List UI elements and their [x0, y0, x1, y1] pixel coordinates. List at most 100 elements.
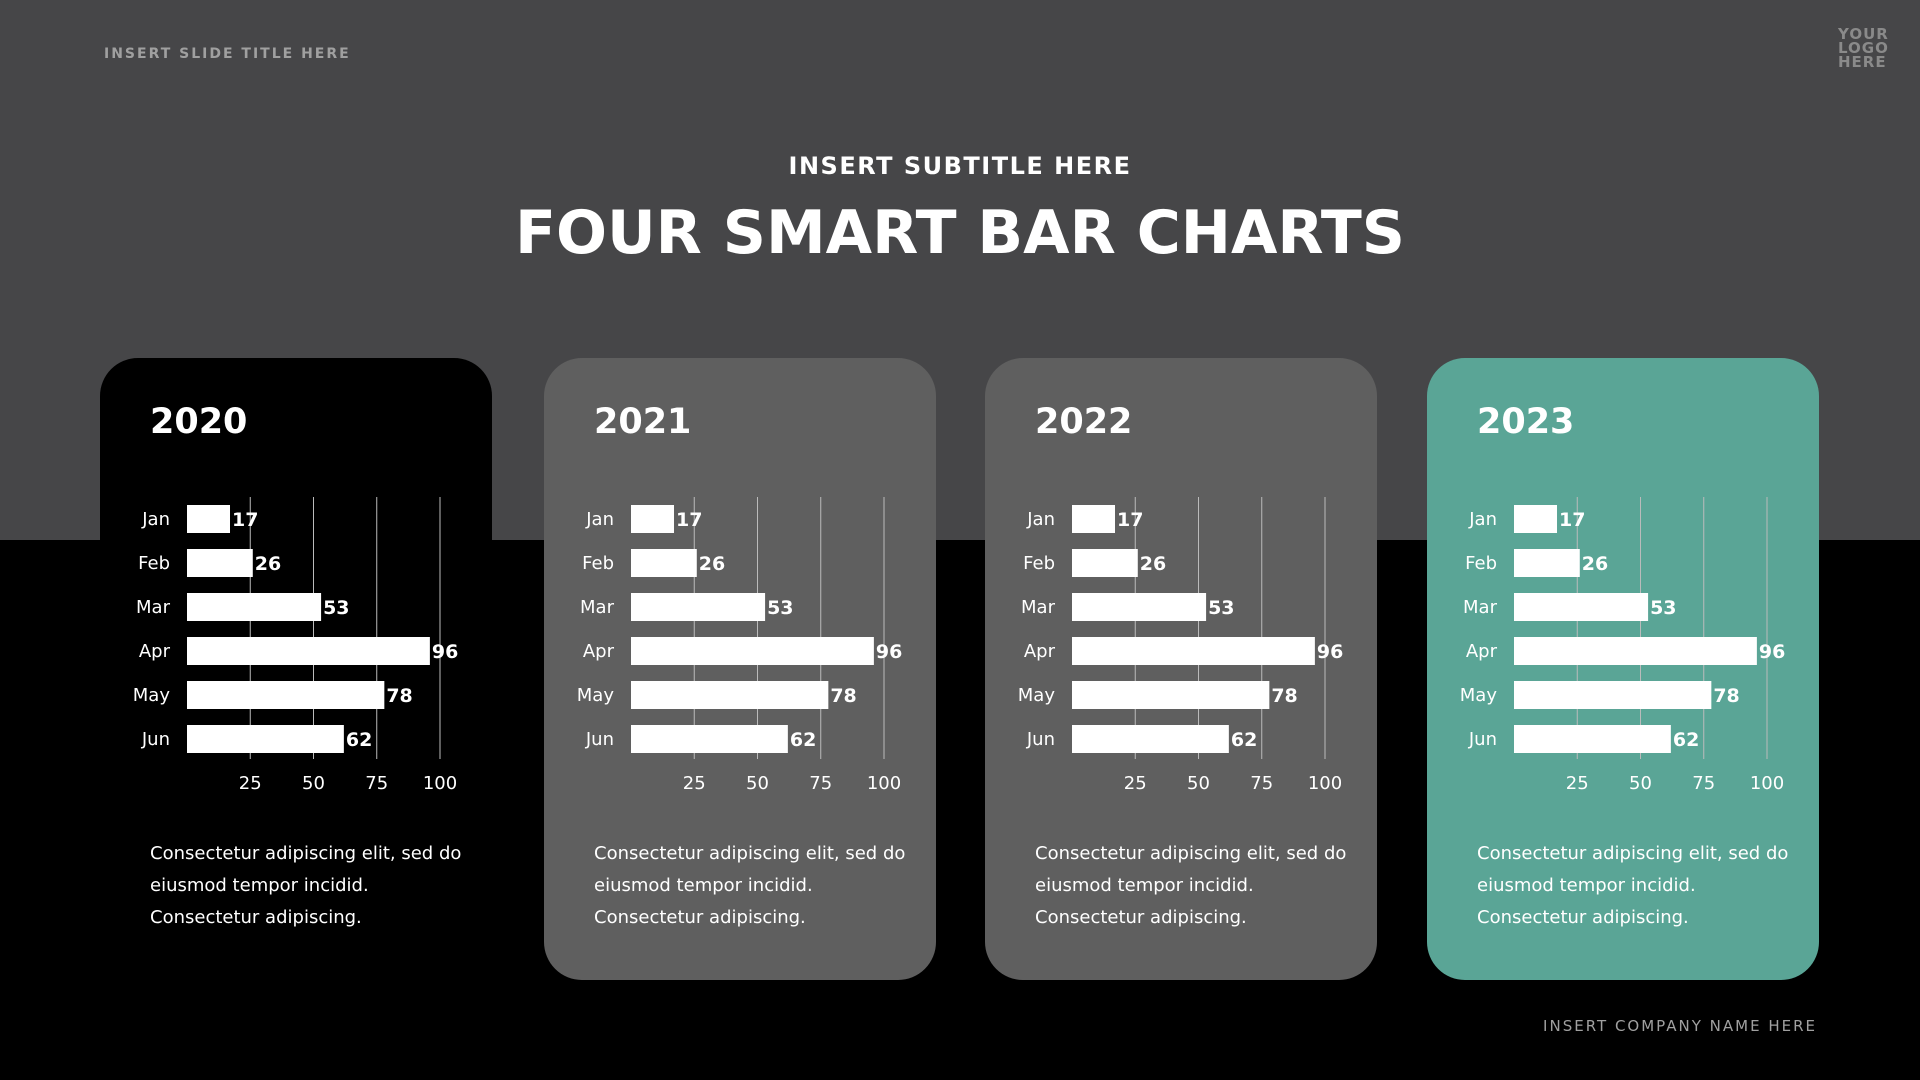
category-label: Apr: [1466, 641, 1498, 662]
bar: [631, 681, 829, 709]
category-label: Feb: [1023, 553, 1055, 574]
category-label: Apr: [1024, 641, 1056, 662]
card-description: Consectetur adipiscing elit, sed do eius…: [150, 843, 462, 928]
category-label: Apr: [583, 641, 615, 662]
bar: [1514, 505, 1558, 533]
bar: [1072, 593, 1207, 621]
page-title: FOUR SMART BAR CHARTS: [514, 198, 1406, 268]
x-tick-label: 100: [1750, 773, 1784, 794]
chart-card-2021: 2021 25 50 75 100 Jan 17 Feb 26 Mar 53 Apr 96 May 78 J…: [544, 358, 936, 980]
x-tick-label: 50: [1187, 773, 1210, 794]
category-label: Jun: [1026, 729, 1055, 750]
data-label: 17: [232, 509, 258, 531]
bar: [1072, 681, 1270, 709]
x-tick-label: 100: [867, 773, 901, 794]
bar: [1514, 549, 1580, 577]
category-label: May: [577, 685, 615, 706]
bar-chart: 25 50 75 100 Jan 17 Feb 26 Mar 53 Apr 96 May 78 Jun 62: [133, 497, 458, 794]
bar: [1514, 681, 1712, 709]
bar: [1514, 637, 1757, 665]
x-tick-label: 25: [1566, 773, 1589, 794]
category-label: May: [133, 685, 171, 706]
x-tick-label: 25: [683, 773, 706, 794]
bar: [187, 549, 253, 577]
data-label: 53: [1650, 597, 1676, 619]
data-label: 17: [1559, 509, 1585, 531]
data-label: 62: [346, 729, 372, 751]
bar: [1072, 505, 1116, 533]
data-label: 78: [386, 685, 412, 707]
data-label: 17: [676, 509, 702, 531]
bar: [187, 593, 322, 621]
category-label: Feb: [582, 553, 614, 574]
x-tick-label: 75: [1692, 773, 1715, 794]
category-label: Jun: [585, 729, 614, 750]
category-label: Mar: [580, 597, 615, 618]
bar: [631, 725, 788, 753]
slide-title: INSERT SLIDE TITLE HERE: [104, 46, 351, 62]
category-label: Jan: [141, 509, 170, 530]
data-label: 26: [699, 553, 725, 575]
bar-chart: 25 50 75 100 Jan 17 Feb 26 Mar 53 Apr 96 May 78 Jun 62: [1018, 497, 1343, 794]
bar: [631, 637, 874, 665]
x-tick-label: 25: [239, 773, 262, 794]
x-tick-label: 75: [1250, 773, 1273, 794]
x-tick-label: 100: [1308, 773, 1342, 794]
category-label: Jan: [1468, 509, 1497, 530]
data-label: 78: [1713, 685, 1739, 707]
data-label: 78: [830, 685, 856, 707]
category-label: Jan: [1026, 509, 1055, 530]
logo-placeholder: YOUR LOGO HERE: [1838, 25, 1889, 71]
data-label: 96: [1317, 641, 1343, 663]
category-label: Mar: [1463, 597, 1498, 618]
bar: [1072, 549, 1138, 577]
x-tick-label: 75: [365, 773, 388, 794]
data-label: 53: [767, 597, 793, 619]
bar: [187, 725, 344, 753]
data-label: 53: [1208, 597, 1234, 619]
x-tick-label: 50: [746, 773, 769, 794]
card-description: Consectetur adipiscing elit, sed do eius…: [1035, 843, 1347, 928]
category-label: Jun: [141, 729, 170, 750]
bar: [1072, 725, 1229, 753]
data-label: 62: [1673, 729, 1699, 751]
data-label: 62: [1231, 729, 1257, 751]
bar: [631, 593, 766, 621]
data-label: 53: [323, 597, 349, 619]
x-tick-label: 50: [302, 773, 325, 794]
category-label: Feb: [138, 553, 170, 574]
category-label: May: [1018, 685, 1056, 706]
bar: [1072, 637, 1315, 665]
chart-card-2020: 2020 25 50 75 100 Jan 17 Feb 26 Mar 53 Apr 96 May 78 J…: [100, 358, 492, 980]
data-label: 78: [1271, 685, 1297, 707]
chart-card-2023: 2023 25 50 75 100 Jan 17 Feb 26 Mar 53 Apr 96 May 78 J…: [1427, 358, 1819, 980]
subtitle: INSERT SUBTITLE HERE: [788, 152, 1132, 180]
category-label: Mar: [1021, 597, 1056, 618]
bar-chart: 25 50 75 100 Jan 17 Feb 26 Mar 53 Apr 96 May 78 Jun 62: [577, 497, 902, 794]
data-label: 62: [790, 729, 816, 751]
category-label: Apr: [139, 641, 171, 662]
x-tick-label: 25: [1124, 773, 1147, 794]
bar: [631, 549, 697, 577]
bar: [187, 681, 385, 709]
card-year: 2020: [150, 402, 248, 442]
category-label: Feb: [1465, 553, 1497, 574]
bar: [1514, 593, 1649, 621]
data-label: 17: [1117, 509, 1143, 531]
bar: [187, 505, 231, 533]
x-tick-label: 75: [809, 773, 832, 794]
chart-card-2022: 2022 25 50 75 100 Jan 17 Feb 26 Mar 53 Apr 96 May 78 J…: [985, 358, 1377, 980]
data-label: 26: [1140, 553, 1166, 575]
data-label: 96: [432, 641, 458, 663]
company-name: INSERT COMPANY NAME HERE: [1543, 1017, 1817, 1035]
bar: [187, 637, 430, 665]
x-tick-label: 100: [423, 773, 457, 794]
category-label: May: [1460, 685, 1498, 706]
x-tick-label: 50: [1629, 773, 1652, 794]
category-label: Mar: [136, 597, 171, 618]
data-label: 96: [1759, 641, 1785, 663]
card-year: 2021: [594, 402, 692, 442]
card-description: Consectetur adipiscing elit, sed do eius…: [1477, 843, 1789, 928]
bar: [1514, 725, 1671, 753]
category-label: Jan: [585, 509, 614, 530]
